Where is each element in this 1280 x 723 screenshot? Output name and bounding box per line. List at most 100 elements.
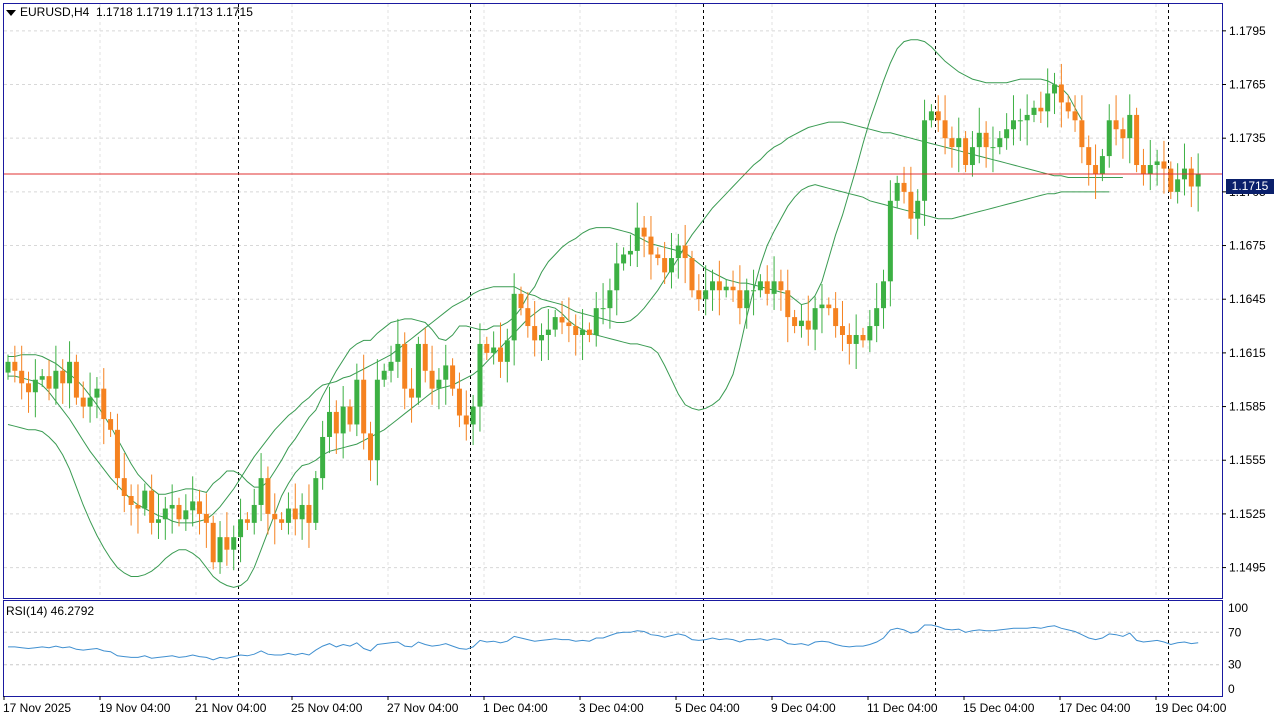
- candle[interactable]: [614, 242, 620, 316]
- candles[interactable]: [5, 63, 1201, 574]
- candle[interactable]: [839, 301, 845, 352]
- candle[interactable]: [19, 345, 25, 400]
- candle[interactable]: [566, 297, 572, 343]
- candle[interactable]: [1045, 68, 1051, 128]
- candle[interactable]: [901, 166, 907, 204]
- candle[interactable]: [559, 301, 565, 335]
- candle[interactable]: [990, 126, 996, 173]
- candle[interactable]: [908, 166, 914, 235]
- candle[interactable]: [1106, 104, 1112, 168]
- candle[interactable]: [532, 301, 538, 357]
- candle[interactable]: [114, 413, 120, 490]
- candle[interactable]: [730, 270, 736, 302]
- candle[interactable]: [251, 488, 257, 535]
- candle[interactable]: [333, 400, 339, 454]
- candle[interactable]: [210, 515, 216, 570]
- candle[interactable]: [231, 525, 237, 571]
- candle[interactable]: [1188, 156, 1194, 208]
- candle[interactable]: [94, 377, 100, 419]
- candle[interactable]: [1161, 140, 1167, 194]
- candle[interactable]: [545, 309, 551, 361]
- candle[interactable]: [53, 345, 59, 405]
- candle[interactable]: [792, 309, 798, 334]
- candle[interactable]: [1052, 72, 1058, 115]
- candle[interactable]: [1168, 161, 1174, 200]
- candle[interactable]: [39, 368, 45, 387]
- candle[interactable]: [135, 484, 141, 534]
- candle[interactable]: [149, 474, 155, 535]
- candle[interactable]: [798, 304, 804, 338]
- candle[interactable]: [518, 286, 524, 316]
- candle[interactable]: [1010, 95, 1016, 146]
- candle[interactable]: [1127, 94, 1133, 164]
- candle[interactable]: [853, 314, 859, 369]
- candle[interactable]: [108, 411, 114, 437]
- candle[interactable]: [949, 126, 955, 168]
- candle[interactable]: [573, 314, 579, 356]
- candle[interactable]: [716, 260, 722, 316]
- candle[interactable]: [484, 336, 490, 361]
- candle[interactable]: [1120, 117, 1126, 159]
- candle[interactable]: [388, 345, 394, 383]
- candle[interactable]: [142, 483, 148, 516]
- candle[interactable]: [586, 322, 592, 343]
- candle[interactable]: [347, 399, 353, 432]
- candle[interactable]: [710, 269, 716, 311]
- candle[interactable]: [805, 295, 811, 346]
- candle[interactable]: [5, 354, 11, 380]
- candle[interactable]: [409, 368, 415, 423]
- candle[interactable]: [1017, 108, 1023, 141]
- candle[interactable]: [771, 256, 777, 310]
- candle[interactable]: [497, 322, 503, 378]
- candle[interactable]: [285, 492, 291, 535]
- candle[interactable]: [361, 354, 367, 450]
- candle[interactable]: [942, 95, 948, 155]
- candle[interactable]: [689, 250, 695, 298]
- candle[interactable]: [1195, 153, 1201, 212]
- candle[interactable]: [1038, 91, 1044, 123]
- candle[interactable]: [757, 274, 763, 298]
- candle[interactable]: [662, 241, 668, 285]
- candle[interactable]: [217, 521, 223, 574]
- candle[interactable]: [511, 273, 517, 366]
- candle[interactable]: [313, 470, 319, 531]
- candle[interactable]: [1147, 139, 1153, 191]
- candle[interactable]: [655, 247, 661, 266]
- candle[interactable]: [101, 368, 107, 445]
- candle[interactable]: [956, 117, 962, 173]
- candle[interactable]: [450, 358, 456, 396]
- menu-triangle-icon[interactable]: [6, 9, 16, 16]
- candle[interactable]: [381, 363, 387, 387]
- price-axis[interactable]: 1.17951.17651.17351.17051.16751.16451.16…: [1222, 24, 1266, 575]
- candle[interactable]: [833, 292, 839, 338]
- candle[interactable]: [443, 344, 449, 405]
- candle[interactable]: [621, 247, 627, 271]
- candle[interactable]: [121, 453, 127, 513]
- candle[interactable]: [935, 95, 941, 132]
- candle[interactable]: [1058, 63, 1064, 128]
- candle[interactable]: [258, 453, 264, 522]
- candle[interactable]: [634, 202, 640, 268]
- candle[interactable]: [539, 323, 545, 361]
- candle[interactable]: [1079, 95, 1085, 164]
- candle[interactable]: [46, 360, 52, 401]
- candle[interactable]: [1099, 148, 1105, 182]
- candle[interactable]: [593, 292, 599, 347]
- candle[interactable]: [415, 336, 421, 405]
- candle[interactable]: [1140, 148, 1146, 186]
- candle[interactable]: [744, 278, 750, 329]
- candle[interactable]: [887, 180, 893, 307]
- candle[interactable]: [279, 512, 285, 531]
- candle[interactable]: [1175, 163, 1181, 204]
- candle[interactable]: [265, 466, 271, 535]
- candle[interactable]: [846, 323, 852, 365]
- candle[interactable]: [463, 390, 469, 441]
- candle[interactable]: [703, 265, 709, 316]
- candle[interactable]: [504, 328, 510, 383]
- candle[interactable]: [470, 394, 476, 446]
- candle[interactable]: [190, 476, 196, 527]
- candle[interactable]: [354, 363, 360, 437]
- candle[interactable]: [12, 345, 18, 383]
- candle[interactable]: [874, 283, 880, 343]
- candle[interactable]: [997, 131, 1003, 155]
